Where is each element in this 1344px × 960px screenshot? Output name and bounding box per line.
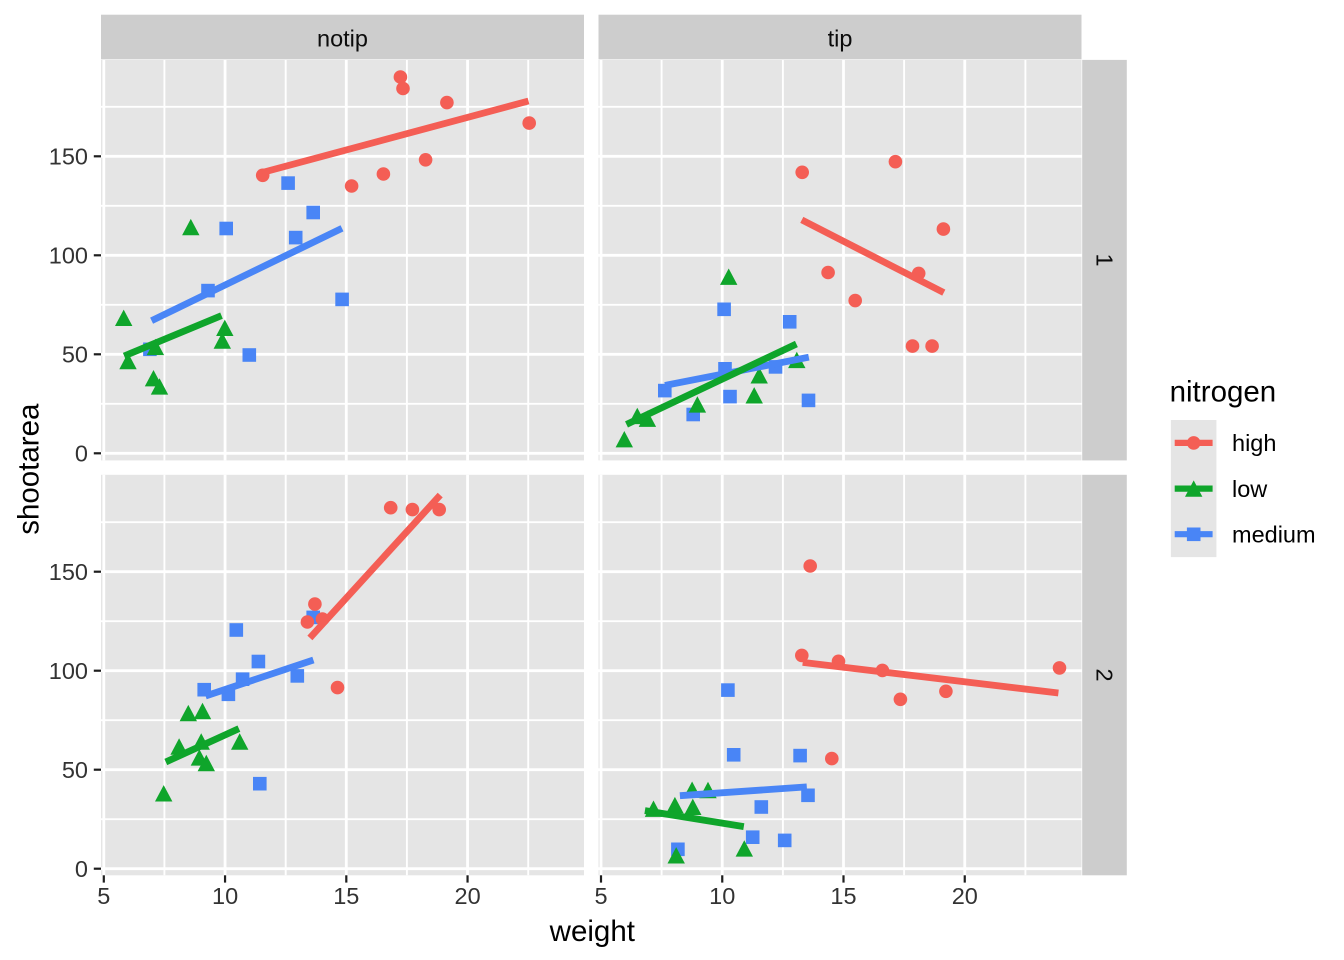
- svg-text:low: low: [1232, 476, 1268, 502]
- svg-text:weight: weight: [549, 915, 635, 948]
- svg-text:high: high: [1232, 430, 1276, 456]
- svg-text:150: 150: [49, 559, 88, 585]
- svg-text:tip: tip: [828, 25, 853, 51]
- svg-text:medium: medium: [1232, 522, 1316, 548]
- svg-text:20: 20: [455, 883, 481, 909]
- svg-text:15: 15: [830, 883, 856, 909]
- svg-text:100: 100: [49, 243, 88, 269]
- svg-text:5: 5: [97, 883, 110, 909]
- svg-text:50: 50: [62, 342, 88, 368]
- svg-text:notip: notip: [317, 25, 368, 51]
- svg-text:10: 10: [212, 883, 238, 909]
- svg-text:150: 150: [49, 144, 88, 170]
- svg-text:50: 50: [62, 757, 88, 783]
- svg-text:15: 15: [333, 883, 359, 909]
- svg-text:20: 20: [952, 883, 978, 909]
- svg-text:nitrogen: nitrogen: [1170, 376, 1277, 409]
- svg-text:0: 0: [75, 441, 88, 467]
- svg-text:2: 2: [1091, 668, 1117, 681]
- svg-text:10: 10: [709, 883, 735, 909]
- svg-text:1: 1: [1091, 254, 1117, 267]
- svg-text:0: 0: [75, 856, 88, 882]
- svg-text:5: 5: [594, 883, 607, 909]
- svg-text:100: 100: [49, 658, 88, 684]
- svg-text:shootarea: shootarea: [13, 403, 46, 535]
